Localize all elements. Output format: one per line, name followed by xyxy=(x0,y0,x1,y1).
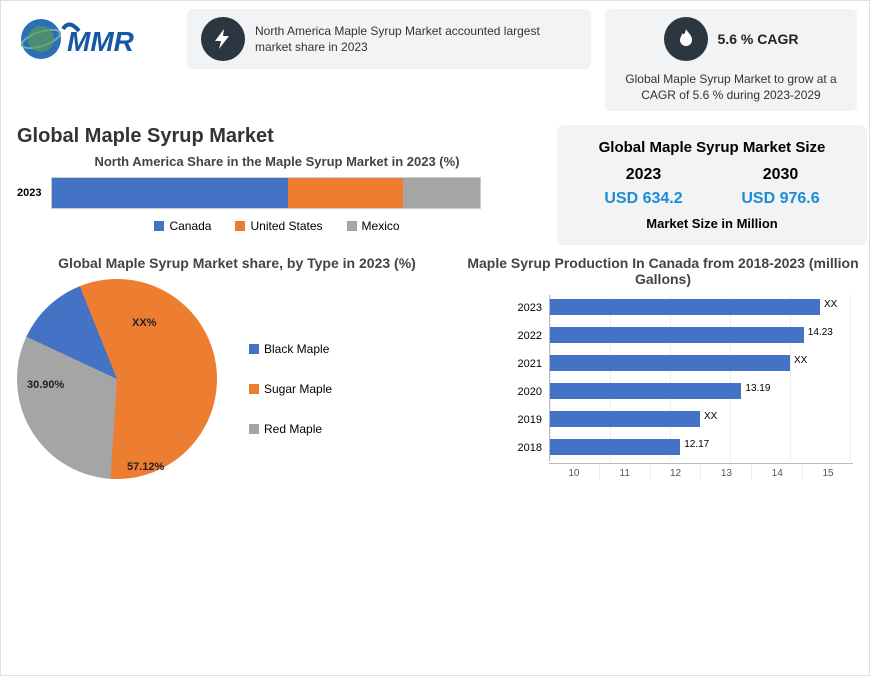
stacked-bar xyxy=(51,177,481,209)
logo: MMR xyxy=(13,9,173,73)
stacked-seg-canada xyxy=(52,178,287,208)
legend-item: Mexico xyxy=(347,219,400,233)
header: MMR North America Maple Syrup Market acc… xyxy=(1,1,869,119)
prod-cat: 2018 xyxy=(508,442,542,454)
prod-title: Maple Syrup Production In Canada from 20… xyxy=(463,255,863,287)
stat-box-right: 5.6 % CAGR Global Maple Syrup Market to … xyxy=(605,9,857,111)
production-section: Maple Syrup Production In Canada from 20… xyxy=(463,255,863,499)
stat1-text: North America Maple Syrup Market account… xyxy=(255,23,577,55)
size-value-1: USD 634.2 xyxy=(604,190,682,208)
prod-bar xyxy=(550,355,790,371)
market-size-card: Global Maple Syrup Market Size 2023 2030… xyxy=(557,125,867,245)
prod-bar xyxy=(550,439,680,455)
prod-bar xyxy=(550,383,741,399)
stacked-seg-united-states xyxy=(288,178,404,208)
pie-legend: Black Maple Sugar Maple Red Maple xyxy=(249,342,332,436)
legend-item: Canada xyxy=(154,219,211,233)
stacked-ylabel: 2023 xyxy=(17,187,41,199)
prod-value: 14.23 xyxy=(808,327,833,338)
pie-legend-item: Red Maple xyxy=(249,422,332,436)
flame-icon xyxy=(664,17,708,61)
section-title: Global Maple Syrup Market xyxy=(17,125,537,148)
prod-row: 202214.23 xyxy=(550,323,853,349)
size-year-1: 2023 xyxy=(626,166,662,184)
stacked-legend: Canada United States Mexico xyxy=(17,219,537,233)
pie-label: 57.12% xyxy=(127,461,164,473)
stacked-seg-mexico xyxy=(403,178,480,208)
prod-cat: 2023 xyxy=(508,302,542,314)
prod-cat: 2022 xyxy=(508,330,542,342)
prod-plot: 2023XX202214.232021XX202013.192019XX2018… xyxy=(549,295,853,461)
pie-label: XX% xyxy=(132,317,156,329)
x-tick: 12 xyxy=(650,464,701,480)
stacked-subtitle: North America Share in the Maple Syrup M… xyxy=(17,154,537,169)
size-year-2: 2030 xyxy=(763,166,799,184)
x-tick: 13 xyxy=(700,464,751,480)
prod-row: 202013.19 xyxy=(550,379,853,405)
x-tick: 10 xyxy=(549,464,599,480)
prod-bar xyxy=(550,411,700,427)
stacked-bar-section: Global Maple Syrup Market North America … xyxy=(17,125,537,245)
prod-value: 13.19 xyxy=(745,383,770,394)
prod-value: XX xyxy=(794,355,807,366)
prod-cat: 2019 xyxy=(508,414,542,426)
size-value-2: USD 976.6 xyxy=(741,190,819,208)
x-tick: 14 xyxy=(751,464,802,480)
prod-value: XX xyxy=(824,299,837,310)
pie-legend-item: Sugar Maple xyxy=(249,382,332,396)
pie-label: 30.90% xyxy=(27,379,64,391)
stat2-text: Global Maple Syrup Market to grow at a C… xyxy=(619,71,843,103)
prod-row: 2023XX xyxy=(550,295,853,321)
pie-legend-item: Black Maple xyxy=(249,342,332,356)
x-tick: 15 xyxy=(802,464,853,480)
cagr-title: 5.6 % CAGR xyxy=(718,31,799,47)
prod-value: XX xyxy=(704,411,717,422)
prod-cat: 2020 xyxy=(508,386,542,398)
prod-cat: 2021 xyxy=(508,358,542,370)
prod-value: 12.17 xyxy=(684,439,709,450)
legend-item: United States xyxy=(235,219,322,233)
prod-bar xyxy=(550,299,820,315)
stat-box-left: North America Maple Syrup Market account… xyxy=(187,9,591,69)
prod-row: 2019XX xyxy=(550,407,853,433)
size-note: Market Size in Million xyxy=(575,216,849,231)
pie-title: Global Maple Syrup Market share, by Type… xyxy=(17,255,457,271)
prod-row: 201812.17 xyxy=(550,435,853,461)
prod-row: 2021XX xyxy=(550,351,853,377)
x-tick: 11 xyxy=(599,464,650,480)
bolt-icon xyxy=(201,17,245,61)
prod-bar xyxy=(550,327,804,343)
size-title: Global Maple Syrup Market Size xyxy=(575,139,849,156)
prod-xaxis: 101112131415 xyxy=(549,463,853,480)
pie-section: Global Maple Syrup Market share, by Type… xyxy=(17,255,457,499)
